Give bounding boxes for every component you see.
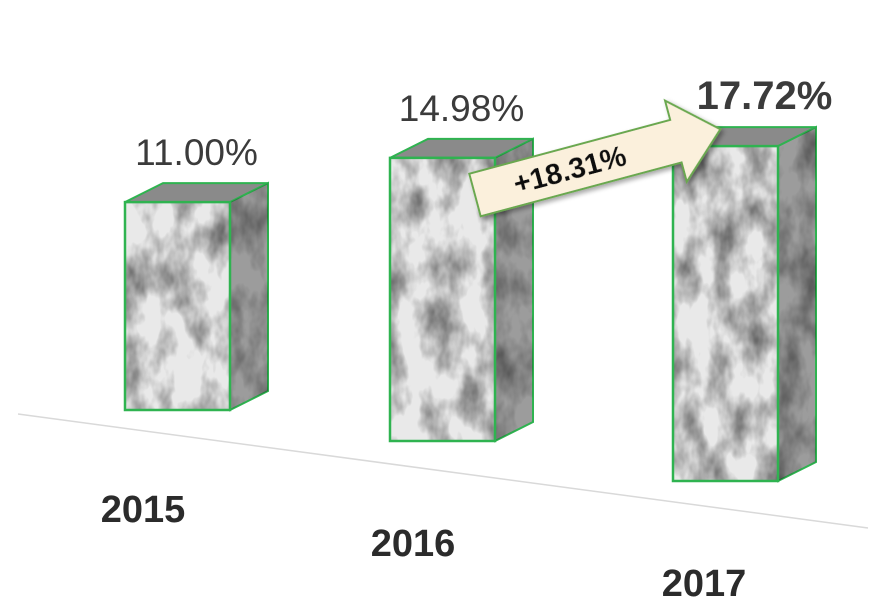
arrow-shape (468, 98, 722, 218)
data-label: 11.00% (135, 132, 258, 173)
category-label: 2015 (101, 489, 186, 531)
category-label: 2016 (371, 523, 456, 565)
bar-side-texture (230, 183, 268, 410)
bar-2015: 11.00% 2015 (101, 132, 269, 531)
bar-front-outline (388, 156, 497, 443)
bar-front-texture (125, 202, 230, 410)
bar-2016: 14.98% 2016 (371, 88, 534, 565)
chart-baseline (17, 413, 869, 529)
bar-side-texture (495, 138, 533, 442)
data-label: 17.72% (697, 74, 833, 118)
bar-2017: 17.72% 2017 (662, 74, 833, 597)
data-label: 14.98% (399, 88, 525, 129)
bar-front-texture (673, 146, 778, 482)
category-label: 2017 (662, 563, 747, 597)
bar-front-outline (671, 144, 780, 483)
bar-front-outline (123, 200, 232, 412)
bar-side-texture (778, 127, 816, 481)
